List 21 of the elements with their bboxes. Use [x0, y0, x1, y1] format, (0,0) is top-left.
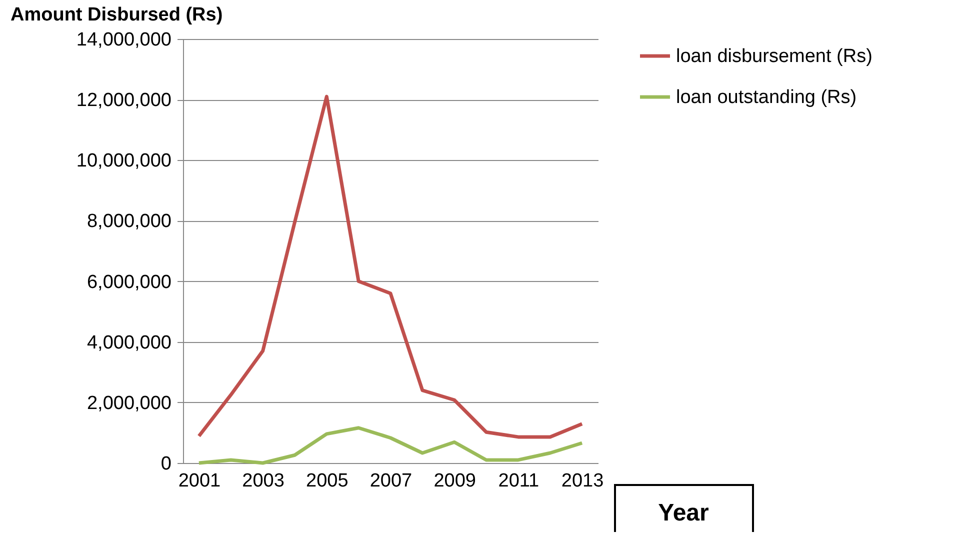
- x-tick-label: 2003: [242, 470, 284, 492]
- y-tick-label: 6,000,000: [86, 272, 172, 293]
- legend-label: loan outstanding (Rs): [676, 87, 857, 108]
- y-tick-label: 0: [160, 454, 172, 474]
- line-series: [197, 94, 584, 439]
- x-axis-title: Year: [658, 500, 709, 526]
- legend-label: loan disbursement (Rs): [676, 46, 872, 67]
- y-tick-label: 8,000,000: [86, 211, 172, 232]
- x-tick-label: 2005: [306, 470, 348, 492]
- x-tick-label: 2001: [178, 470, 221, 492]
- x-tick-label: 2007: [370, 470, 412, 492]
- y-tick-label: 12,000,000: [76, 90, 172, 112]
- x-tick-label: 2013: [561, 470, 604, 492]
- y-tick-label: 14,000,000: [76, 30, 172, 50]
- y-axis-title: Amount Disbursed (Rs): [10, 4, 223, 26]
- line-series: [197, 426, 584, 465]
- y-tick-label: 10,000,000: [76, 150, 172, 172]
- x-tick-label: 2011: [498, 470, 540, 492]
- x-tick-label: 2009: [434, 470, 476, 492]
- y-tick-label: 2,000,000: [86, 392, 172, 414]
- y-tick-label: 4,000,000: [86, 332, 172, 354]
